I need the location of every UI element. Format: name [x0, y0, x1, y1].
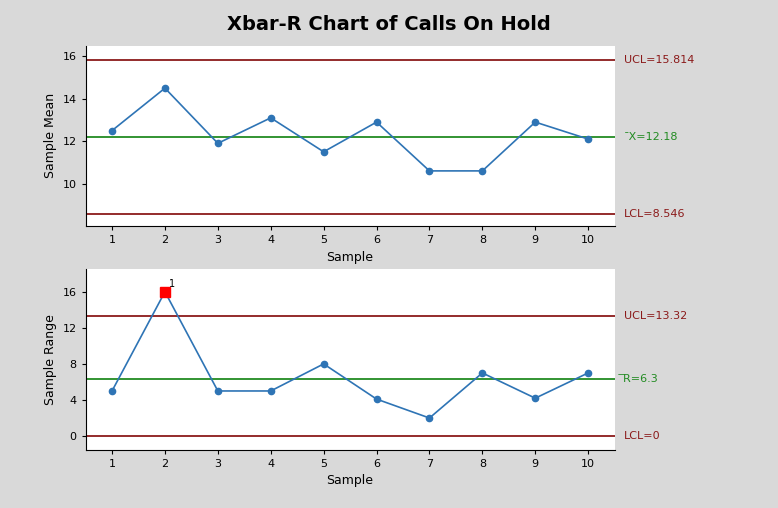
X-axis label: Sample: Sample	[327, 474, 373, 487]
Text: UCL=13.32: UCL=13.32	[624, 311, 687, 321]
Text: LCL=0: LCL=0	[624, 431, 661, 441]
Text: Xbar-R Chart of Calls On Hold: Xbar-R Chart of Calls On Hold	[227, 15, 551, 34]
Text: LCL=8.546: LCL=8.546	[624, 209, 685, 219]
X-axis label: Sample: Sample	[327, 250, 373, 264]
Text: ¯X=12.18: ¯X=12.18	[624, 133, 678, 142]
Text: ̅R=6.3: ̅R=6.3	[624, 374, 659, 384]
Text: 1: 1	[169, 279, 175, 289]
Y-axis label: Sample Mean: Sample Mean	[44, 93, 57, 178]
Text: UCL=15.814: UCL=15.814	[624, 55, 694, 65]
Y-axis label: Sample Range: Sample Range	[44, 314, 57, 405]
